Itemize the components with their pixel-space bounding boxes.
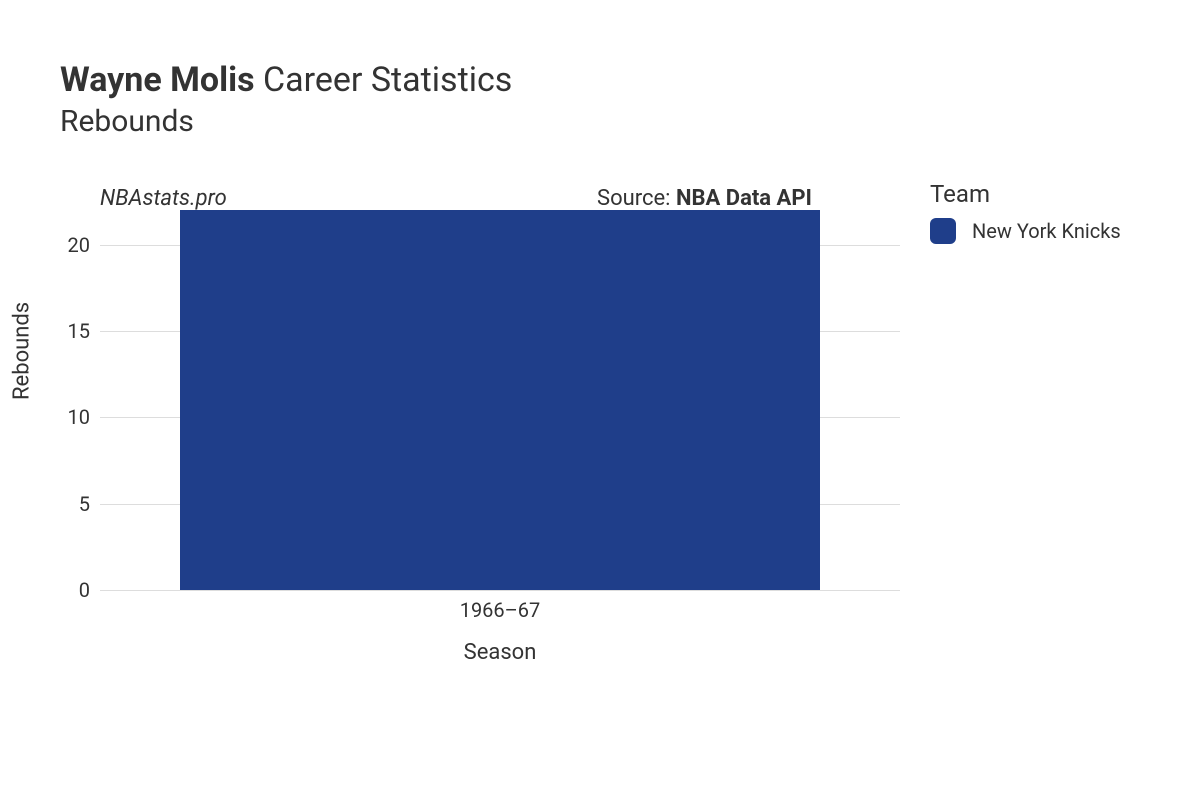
legend-item: New York Knicks — [930, 218, 1121, 244]
legend-items: New York Knicks — [930, 218, 1121, 244]
chart-title: Wayne Molis Career Statistics — [60, 60, 512, 100]
y-tick-label: 0 — [50, 578, 90, 602]
y-tick-label: 15 — [50, 319, 90, 343]
y-tick-label: 5 — [50, 492, 90, 516]
chart-title-block: Wayne Molis Career Statistics Rebounds — [60, 60, 512, 139]
y-axis-label: Rebounds — [10, 302, 35, 400]
watermark-text: NBAstats.pro — [100, 186, 227, 211]
source-text: Source: NBA Data API — [597, 186, 812, 211]
legend-title: Team — [930, 180, 1121, 208]
legend-label: New York Knicks — [972, 219, 1121, 243]
x-tick-label: 1966–67 — [400, 598, 600, 622]
legend: Team New York Knicks — [930, 180, 1121, 244]
title-suffix: Career Statistics — [263, 60, 512, 100]
bar — [180, 210, 820, 590]
plot-area — [100, 210, 900, 590]
chart-container: Wayne Molis Career Statistics Rebounds N… — [0, 0, 1200, 800]
source-name: NBA Data API — [676, 186, 812, 211]
source-prefix: Source: — [597, 186, 676, 211]
player-name: Wayne Molis — [60, 60, 255, 100]
y-tick-label: 10 — [50, 405, 90, 429]
gridline — [100, 590, 900, 591]
legend-swatch — [930, 218, 956, 244]
y-tick-label: 20 — [50, 233, 90, 257]
chart-subtitle: Rebounds — [60, 104, 512, 139]
x-axis-label: Season — [464, 640, 537, 665]
